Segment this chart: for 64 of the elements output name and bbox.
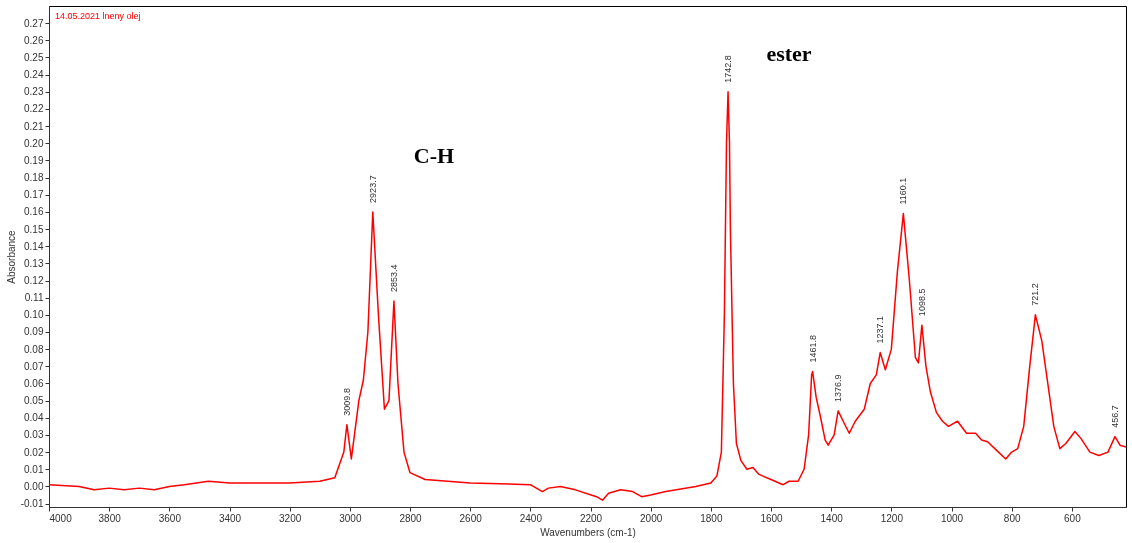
x-tick-label: 1600 [760, 512, 784, 524]
annotation: 1098.5 [916, 288, 927, 317]
annotation: 456.7 [1109, 405, 1120, 428]
annotation: 14.05.2021 lneny olej [55, 11, 141, 21]
y-tick-label: 0.16 [24, 206, 44, 218]
annotation: 1160.1 [898, 177, 909, 205]
y-tick-label: 0.14 [24, 240, 44, 252]
y-tick-label: 0.21 [24, 120, 44, 132]
y-axis-title: Absorbance [5, 229, 17, 284]
y-tick-label: 0.20 [24, 137, 44, 149]
x-tick-label: 800 [1003, 512, 1021, 524]
annotation: 1742.8 [723, 55, 734, 83]
x-tick-label: 2800 [399, 512, 423, 524]
annotation: 1461.8 [807, 334, 818, 363]
y-tick-label: 0.19 [24, 154, 44, 166]
annotation: 3009.8 [341, 388, 352, 416]
annotation: ester [766, 41, 812, 66]
x-tick-label: 3000 [339, 512, 362, 524]
x-tick-label: 2600 [459, 512, 483, 524]
annotation: 2853.4 [388, 264, 399, 293]
x-tick-label: 2400 [519, 512, 543, 524]
y-tick-label: 0.11 [24, 292, 44, 304]
y-tick-label: 0.13 [24, 257, 44, 269]
x-tick-label: 1000 [940, 512, 964, 524]
x-tick-label: 3600 [158, 512, 182, 524]
y-tick-label: 0.06 [24, 377, 44, 389]
y-tick-label: 0.08 [24, 343, 44, 355]
y-tick-label: 0.07 [24, 360, 44, 372]
y-tick-label: 0.03 [24, 429, 44, 441]
y-tick-label: 0.25 [24, 51, 44, 63]
y-tick-label: 0.09 [24, 326, 44, 338]
annotation: 1237.1 [875, 316, 886, 344]
annotation: 2923.7 [367, 175, 378, 203]
y-tick-label: 0.17 [24, 189, 44, 201]
y-tick-label: 0.10 [24, 309, 44, 321]
annotation: 1376.9 [833, 374, 844, 402]
annotation: C-H [413, 143, 455, 168]
line-series [49, 91, 1126, 501]
x-tick-label: 1800 [700, 512, 723, 524]
y-tick-label: 0.12 [24, 275, 44, 287]
y-tick-label: 0.22 [24, 103, 44, 115]
y-tick-label: -0.01 [20, 498, 44, 510]
y-tick-label: 0.27 [24, 17, 44, 29]
x-tick-label: 1200 [880, 512, 904, 524]
x-tick-label: 2200 [579, 512, 603, 524]
x-axis-title: Wavenumbers (cm-1) [540, 526, 636, 538]
y-tick-label: 0.04 [24, 412, 44, 424]
x-tick-label: 3200 [279, 512, 302, 524]
x-tick-label: 4000 [49, 512, 73, 524]
y-tick-label: 0.18 [24, 172, 44, 184]
x-tick-label: 3400 [218, 512, 242, 524]
y-tick-label: 0.05 [24, 395, 44, 407]
y-tick-label: 0.01 [24, 463, 44, 475]
x-tick-label: 3800 [98, 512, 122, 524]
annotation: 721.2 [1030, 283, 1041, 306]
y-tick-label: 0.24 [24, 69, 44, 81]
y-tick-label: 0.15 [24, 223, 44, 235]
x-tick-label: 1400 [820, 512, 844, 524]
y-tick-label: 0.23 [24, 86, 44, 98]
x-tick-label: 2000 [640, 512, 663, 524]
y-tick-label: 0.26 [24, 34, 44, 46]
y-tick-label: 0.00 [24, 480, 44, 492]
y-tick-label: 0.02 [24, 446, 44, 458]
x-tick-label: 600 [1064, 512, 1082, 524]
